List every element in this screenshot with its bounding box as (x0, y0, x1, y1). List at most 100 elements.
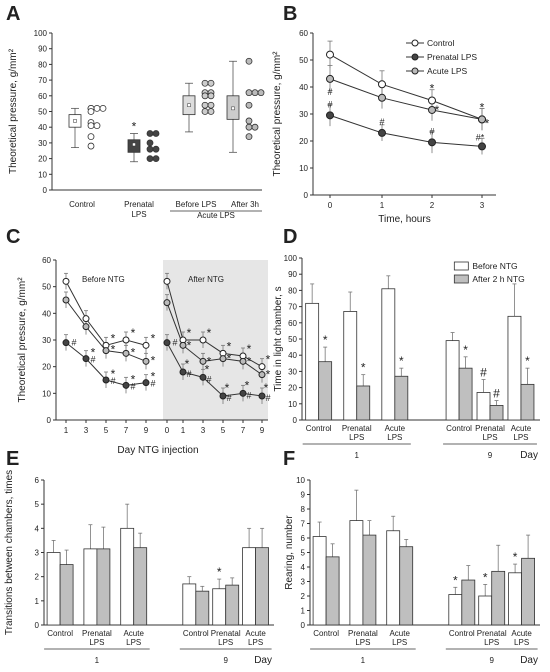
bar-after (521, 557, 535, 626)
data-point (102, 347, 110, 355)
x-tick-label: LPS (355, 638, 370, 647)
bar-before (182, 583, 197, 626)
y-tick-label: 40 (299, 83, 308, 92)
bar-before (386, 530, 401, 626)
data-point (163, 299, 171, 307)
data-point (428, 96, 436, 105)
y-tick-label: 2 (35, 573, 40, 582)
data-point (142, 379, 150, 387)
bar-after (520, 383, 535, 421)
x-tick-label: Acute (511, 629, 532, 638)
significance-mark: * (480, 100, 485, 114)
data-point (201, 101, 209, 109)
significance-mark: # (130, 381, 135, 391)
significance-mark: * (187, 338, 192, 352)
y-tick-label: 0 (304, 191, 309, 200)
y-tick-label: 30 (38, 139, 47, 148)
data-point (87, 108, 95, 115)
data-point (122, 381, 130, 389)
data-point (142, 357, 150, 365)
data-point (152, 130, 160, 137)
x-tick-label: Prenatal (342, 424, 372, 433)
data-point (428, 105, 436, 114)
x-tick-label: 3 (84, 426, 89, 435)
significance-mark: * (245, 378, 250, 392)
significance-mark: * (266, 368, 271, 382)
significance-mark: * (217, 565, 222, 579)
y-tick-label: 40 (288, 351, 297, 360)
y-tick-label: 3 (35, 549, 40, 558)
x-tick-label: 5 (104, 426, 109, 435)
data-point (326, 111, 334, 120)
panel-letter: C (6, 226, 20, 248)
data-point (207, 108, 215, 115)
x-tick-label: 3 (480, 201, 485, 210)
bar-before (381, 288, 396, 421)
y-axis-title: Theoretical pressure, g/mm² (17, 277, 28, 403)
y-tick-label: 9 (301, 491, 306, 500)
y-tick-label: 10 (296, 476, 305, 485)
data-point (378, 80, 386, 89)
data-point (199, 357, 207, 365)
y-tick-label: 90 (288, 270, 297, 279)
data-point (478, 115, 486, 124)
significance-mark: # (429, 126, 434, 136)
bar-before (343, 311, 358, 421)
y-tick-label: 10 (38, 170, 47, 179)
y-tick-label: 70 (38, 76, 47, 85)
significance-mark: * (513, 550, 518, 564)
significance-mark: # (379, 117, 384, 127)
y-tick-label: 0 (47, 416, 52, 425)
y-tick-label: 0 (35, 621, 40, 630)
data-point (378, 93, 386, 102)
data-point (326, 50, 334, 59)
y-tick-label: 20 (38, 155, 47, 164)
significance-mark: * (264, 381, 269, 395)
y-tick-label: 7 (301, 520, 306, 529)
data-point (239, 357, 247, 365)
significance-mark: # (246, 390, 251, 400)
panel-letter: F (283, 448, 295, 470)
significance-mark: # (327, 99, 332, 109)
y-tick-label: 30 (299, 110, 308, 119)
x-tick-label: 2 (430, 201, 435, 210)
day-label: 9 (488, 451, 493, 460)
significance-mark: # (327, 87, 332, 97)
data-point (82, 323, 90, 331)
legend-label: Control (427, 38, 455, 48)
y-tick-label: 20 (288, 384, 297, 393)
x-tick-label: LPS (218, 638, 233, 647)
significance-mark: * (485, 116, 490, 130)
y-tick-label: 100 (284, 254, 298, 263)
bar-after (59, 564, 74, 626)
data-point (87, 122, 95, 130)
y-tick-label: 6 (301, 534, 306, 543)
bar-before (448, 594, 463, 626)
y-tick-label: 50 (38, 108, 47, 117)
y-tick-label: 80 (288, 286, 297, 295)
x-tick-label: Prenatal (124, 200, 154, 209)
data-point (199, 336, 207, 344)
significance-mark: * (111, 331, 116, 345)
data-point (219, 355, 227, 363)
mean-marker (231, 106, 235, 111)
legend-label: After 2 h NTG (472, 274, 524, 284)
data-point (146, 139, 154, 147)
x-tick-label: 7 (124, 426, 129, 435)
data-point (87, 133, 95, 141)
x-tick-label: Control (306, 424, 332, 433)
significance-mark: * (266, 353, 271, 367)
bar-before (242, 547, 257, 626)
significance-mark: # (265, 393, 270, 403)
significance-mark: # (186, 369, 191, 379)
y-tick-label: 0 (301, 621, 306, 630)
bar-after (325, 556, 340, 626)
y-tick-label: 5 (301, 549, 306, 558)
day-word: Day (520, 450, 538, 461)
significance-mark: * (111, 343, 116, 357)
data-point (257, 89, 265, 97)
data-point (207, 79, 215, 87)
significance-mark: * (323, 333, 328, 347)
